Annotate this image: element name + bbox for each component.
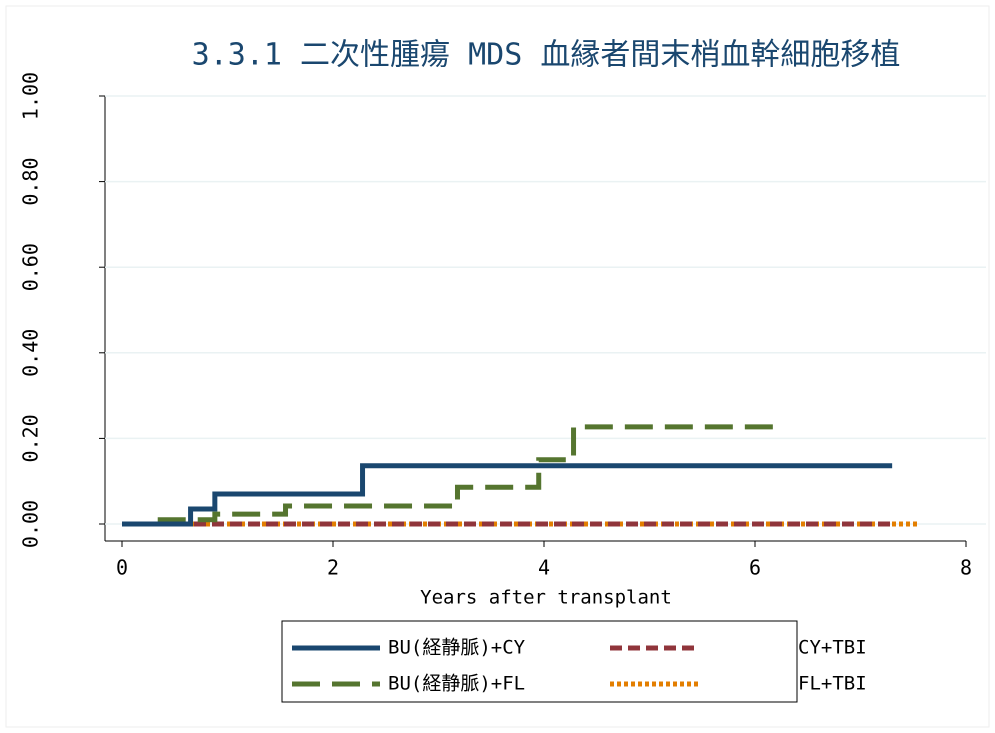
step-line xyxy=(122,424,777,527)
x-tick-label: 6 xyxy=(749,556,761,580)
y-tick-label: 0.20 xyxy=(19,414,43,462)
y-tick-label: 0.60 xyxy=(19,243,43,291)
y-tick-label: 1.00 xyxy=(19,72,43,120)
y-tick-label: 0.00 xyxy=(19,500,43,548)
legend xyxy=(281,620,798,703)
legend-label: FL+TBI xyxy=(798,673,867,695)
x-tick-label: 2 xyxy=(327,556,339,580)
legend-label: BU(経静脈)+FL xyxy=(388,673,525,695)
x-tick-label: 4 xyxy=(538,556,550,580)
y-tick-label: 0.40 xyxy=(19,329,43,377)
y-tick-label: 0.80 xyxy=(19,158,43,206)
x-axis-label: Years after transplant xyxy=(420,587,672,609)
x-tick-label: 0 xyxy=(116,556,128,580)
legend-label: CY+TBI xyxy=(798,637,867,659)
chart-title: 3.3.1 二次性腫瘍 MDS 血縁者間末梢血幹細胞移植 xyxy=(192,38,901,73)
legend-label: BU(経静脈)+CY xyxy=(388,637,526,659)
background xyxy=(5,5,990,728)
x-tick-label: 8 xyxy=(960,556,972,580)
step-line xyxy=(122,463,893,527)
